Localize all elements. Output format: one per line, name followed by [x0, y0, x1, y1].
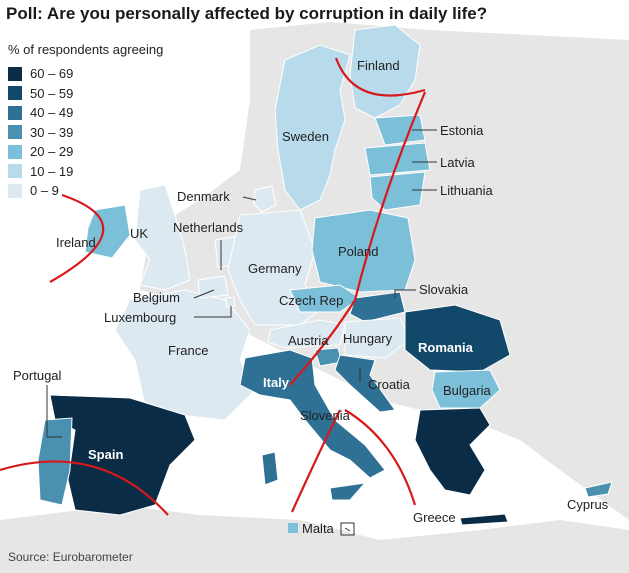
- country-lithuania[interactable]: [369, 171, 426, 211]
- country-slovakia[interactable]: [349, 291, 406, 323]
- country-croatia[interactable]: [334, 354, 396, 413]
- label-slovakia: Slovakia: [419, 282, 469, 297]
- label-luxembourg: Luxembourg: [104, 310, 176, 325]
- label-latvia: Latvia: [440, 155, 475, 170]
- country-czech[interactable]: [289, 284, 361, 313]
- country-france[interactable]: [114, 289, 256, 421]
- label-sweden: Sweden: [282, 129, 329, 144]
- country-romania[interactable]: [404, 304, 511, 373]
- legend-item: 30 – 39: [8, 123, 73, 143]
- legend-label: 10 – 19: [30, 163, 74, 179]
- legend-label: 60 – 69: [30, 66, 74, 82]
- legend-title: % of respondents agreeing: [8, 42, 164, 57]
- page-title: Poll: Are you personally affected by cor…: [6, 4, 488, 23]
- label-romania: Romania: [418, 340, 474, 355]
- label-spain: Spain: [88, 447, 123, 462]
- legend-swatch: [8, 164, 22, 179]
- north-africa-land: [0, 505, 629, 573]
- label-ireland: Ireland: [56, 235, 96, 250]
- island-sardinia[interactable]: [261, 451, 279, 486]
- legend-swatch: [8, 86, 22, 101]
- country-belgium[interactable]: [197, 275, 229, 299]
- label-malta: Malta: [302, 521, 335, 536]
- label-bulgaria: Bulgaria: [443, 383, 491, 398]
- label-netherlands: Netherlands: [173, 220, 244, 235]
- label-cyprus: Cyprus: [567, 497, 609, 512]
- label-france: France: [168, 343, 208, 358]
- legend-swatch: [8, 66, 22, 81]
- label-hungary: Hungary: [343, 331, 393, 346]
- island-crete[interactable]: [459, 513, 509, 526]
- source-note: Source: Eurobarometer: [8, 550, 133, 564]
- pointer-lines: [46, 129, 437, 438]
- label-czech: Czech Rep: [279, 293, 343, 308]
- legend-label: 40 – 49: [30, 105, 74, 121]
- legend-swatch: [8, 125, 22, 140]
- label-italy: Italy: [263, 375, 290, 390]
- legend-label: 50 – 59: [30, 85, 74, 101]
- label-lithuania: Lithuania: [440, 183, 494, 198]
- malta-inset-box: [340, 522, 355, 536]
- legend-label: 30 – 39: [30, 124, 74, 140]
- legend-item: 10 – 19: [8, 162, 73, 182]
- label-denmark: Denmark: [177, 189, 230, 204]
- legend-item: 40 – 49: [8, 103, 73, 123]
- island-sicily[interactable]: [329, 482, 367, 501]
- legend-item: 50 – 59: [8, 84, 73, 104]
- label-finland: Finland: [357, 58, 400, 73]
- legend-item: 60 – 69: [8, 64, 73, 84]
- annotation-curves: [0, 57, 427, 516]
- country-hungary[interactable]: [344, 317, 411, 359]
- country-denmark[interactable]: [253, 185, 277, 213]
- legend-item: 20 – 29: [8, 142, 73, 162]
- country-sweden[interactable]: [274, 44, 351, 211]
- label-estonia: Estonia: [440, 123, 484, 138]
- label-croatia: Croatia: [368, 377, 411, 392]
- country-uk[interactable]: [134, 184, 191, 291]
- label-greece: Greece: [413, 510, 456, 525]
- legend-swatch: [8, 144, 22, 159]
- legend-swatch: [8, 183, 22, 198]
- label-uk: UK: [130, 226, 148, 241]
- malta-inset-mark: [344, 527, 351, 532]
- malta-swatch: [288, 523, 298, 533]
- country-latvia[interactable]: [364, 142, 431, 176]
- country-greece[interactable]: [414, 407, 491, 496]
- legend-item: 0 – 9: [8, 181, 73, 201]
- legend: 60 – 69 50 – 59 40 – 49 30 – 39 20 – 29 10 – …: [8, 64, 73, 201]
- label-slovenia: Slovenia: [300, 408, 351, 423]
- label-germany: Germany: [248, 261, 302, 276]
- country-luxembourg[interactable]: [225, 296, 236, 308]
- country-ireland[interactable]: [84, 204, 131, 259]
- label-poland: Poland: [338, 244, 378, 259]
- legend-swatch: [8, 105, 22, 120]
- legend-label: 20 – 29: [30, 144, 74, 160]
- label-portugal: Portugal: [13, 368, 62, 383]
- legend-label: 0 – 9: [30, 183, 59, 199]
- country-cyprus[interactable]: [584, 481, 613, 498]
- label-austria: Austria: [288, 333, 329, 348]
- country-italy[interactable]: [239, 349, 386, 479]
- label-belgium: Belgium: [133, 290, 180, 305]
